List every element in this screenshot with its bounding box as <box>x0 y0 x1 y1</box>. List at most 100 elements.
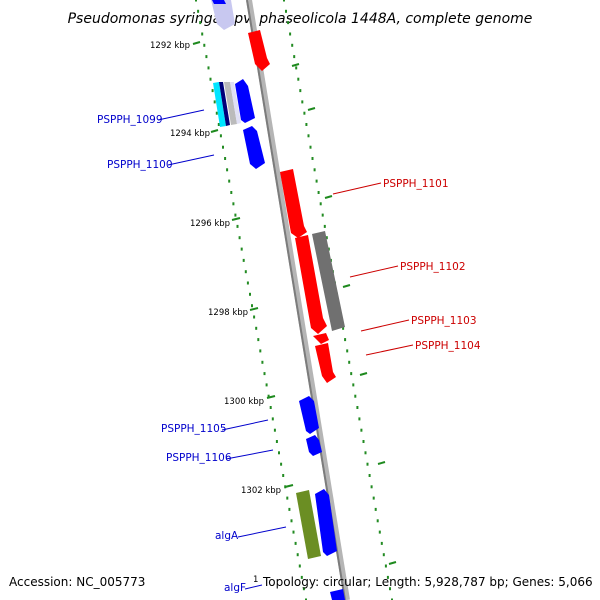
gene-label-PSPPH-1103[interactable]: PSPPH_1103 <box>411 315 477 327</box>
leader-PSPPH-1099 <box>157 109 205 121</box>
gene-label-PSPPH-1105[interactable]: PSPPH_1105 <box>161 423 227 435</box>
gene-arrow-faded[interactable] <box>211 0 235 30</box>
kbp-ticks <box>192 41 397 565</box>
scale-dot <box>203 43 206 47</box>
scale-dot <box>226 168 229 172</box>
scale-dot <box>211 89 214 93</box>
scale-dot <box>376 519 379 523</box>
leader-PSPPH-1104 <box>365 344 414 356</box>
gene-arrow-PSPPH-1099[interactable] <box>235 79 255 123</box>
gene-arrow-PSPPH-1100[interactable] <box>243 126 265 169</box>
gene-arrow-PSPPH-1103[interactable] <box>313 333 329 344</box>
gene-block-grey[interactable] <box>224 82 237 125</box>
gene-arrow-algF[interactable] <box>330 589 345 600</box>
scale-dot <box>251 304 253 308</box>
genome-backbone <box>246 0 350 600</box>
gene-label-PSPPH-1102[interactable]: PSPPH_1102 <box>400 261 466 273</box>
scale-dot <box>201 32 204 36</box>
scale-dot <box>217 123 220 126</box>
scale-dot <box>259 349 262 353</box>
kbp-label: 1300 kbp <box>224 397 264 407</box>
kbp-tick <box>359 372 368 376</box>
scale-dot <box>325 236 328 240</box>
scale-dot <box>372 496 375 500</box>
gene-block-algA-other[interactable] <box>296 490 321 559</box>
scale-dot <box>382 553 385 557</box>
scale-dot <box>222 145 224 149</box>
scale-dot <box>313 168 316 172</box>
scale-dot <box>315 179 318 183</box>
scale-dot <box>317 191 320 194</box>
gene-arrow-PSPPH-1102[interactable] <box>295 235 327 334</box>
scale-dot <box>249 292 251 296</box>
scale-dot <box>305 598 307 600</box>
inner-scale-track <box>195 0 307 600</box>
leader-PSPPH-1106 <box>225 449 274 460</box>
leader-PSPPH-1105 <box>221 419 269 431</box>
scale-dot <box>240 247 243 251</box>
scale-dot <box>287 21 290 25</box>
scale-dot <box>238 236 241 240</box>
scale-dot <box>391 598 393 600</box>
scale-dot <box>307 134 310 138</box>
gene-label-algF[interactable]: algF <box>224 582 246 594</box>
scale-dot <box>360 428 363 432</box>
scale-dot <box>348 360 351 364</box>
genome-summary-text: Topology: circular; Length: 5,928,787 bp… <box>262 575 593 589</box>
kbp-label: 1302 kbp <box>241 486 281 496</box>
scale-dot <box>269 406 272 409</box>
gene-block-pseudogene[interactable] <box>312 231 345 331</box>
gene-block-dark[interactable] <box>219 82 230 126</box>
kbp-tick <box>231 217 241 221</box>
scale-dot <box>362 440 365 443</box>
gene-arrow-forward[interactable] <box>212 0 226 4</box>
leader-PSPPH-1103 <box>360 319 410 332</box>
scale-dot <box>301 100 304 104</box>
scale-dot <box>302 587 305 591</box>
gene-arrow-PSPPH-1105[interactable] <box>299 396 319 434</box>
scale-dot <box>282 474 285 477</box>
gene-label-algA[interactable]: algA <box>215 530 239 542</box>
scale-dot <box>283 0 285 2</box>
scale-dot <box>255 326 258 330</box>
gene-label-PSPPH-1099[interactable]: PSPPH_1099 <box>97 114 163 126</box>
scale-dot <box>298 564 301 568</box>
scale-dot <box>230 191 233 194</box>
gene-arrow-PSPPH-1101[interactable] <box>280 169 307 238</box>
gene-label-PSPPH-1106[interactable]: PSPPH_1106 <box>166 452 232 464</box>
map-title: Pseudomonas syringae pv. phaseolicola 14… <box>68 11 533 27</box>
scale-dot <box>257 338 260 342</box>
scale-dot <box>352 383 355 387</box>
scale-dot <box>374 507 377 511</box>
scale-dot <box>286 496 289 500</box>
scale-dot <box>386 575 389 579</box>
leader-PSPPH-1101 <box>332 182 382 195</box>
scale-dot <box>265 383 268 387</box>
scale-dot <box>232 202 235 206</box>
kbp-label: 1292 kbp <box>150 41 190 51</box>
kbp-tick <box>210 129 219 133</box>
scale-dot <box>300 575 303 579</box>
scale-dot <box>234 213 237 217</box>
gene-arrow-algA[interactable] <box>315 489 337 556</box>
scale-dot <box>253 315 256 319</box>
gene-label-PSPPH-1101[interactable]: PSPPH_1101 <box>383 178 449 190</box>
leader-algA <box>237 526 287 538</box>
scale-dot <box>271 417 274 421</box>
gene-label-PSPPH-1100[interactable]: PSPPH_1100 <box>107 159 173 171</box>
leader-PSPPH-1102 <box>349 265 399 278</box>
scale-dot <box>263 372 266 376</box>
scale-dot <box>213 100 216 104</box>
scale-dot <box>236 224 239 228</box>
scale-dot <box>368 474 371 477</box>
gene-block-rna[interactable] <box>213 82 226 127</box>
scale-dot <box>344 338 347 342</box>
gene-arrow-PSPPH-1106[interactable] <box>306 435 322 456</box>
kbp-tick <box>266 395 276 399</box>
gene-arrow-reverse[interactable] <box>248 30 270 71</box>
scale-dot <box>290 519 293 523</box>
gene-arrow-PSPPH-1104[interactable] <box>315 343 336 383</box>
gene-block-light[interactable] <box>230 82 241 124</box>
scale-dot <box>195 0 197 2</box>
gene-label-PSPPH-1104[interactable]: PSPPH_1104 <box>415 340 481 352</box>
